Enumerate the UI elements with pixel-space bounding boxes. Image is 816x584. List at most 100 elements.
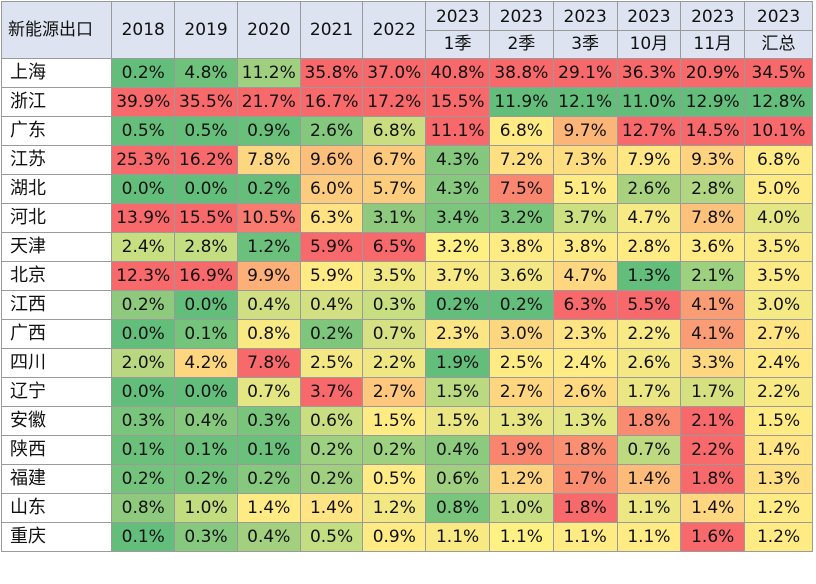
table-cell: 0.2%	[236, 174, 301, 204]
table-cell: 1.8%	[552, 493, 618, 523]
row-label-province: 广西	[0, 319, 113, 349]
table-cell: 1.8%	[616, 406, 682, 436]
table-cell: 3.7%	[552, 203, 618, 233]
table-cell: 11.1%	[425, 116, 490, 146]
table-cell: 15.5%	[174, 203, 238, 233]
table-cell: 1.3%	[616, 261, 682, 291]
table-cell: 0.9%	[236, 116, 301, 146]
table-cell: 39.9%	[111, 87, 176, 117]
table-cell: 0.8%	[236, 319, 301, 349]
table-cell: 1.9%	[425, 348, 490, 378]
table-row: 北京 12.3% 16.9% 9.9% 5.9% 3.5% 3.7% 3.6% 4.7% 1.3%…	[0, 261, 813, 291]
table-cell: 9.3%	[680, 145, 746, 175]
table-cell: 1.2%	[362, 493, 427, 523]
table-cell: 1.1%	[616, 493, 682, 523]
table-cell: 16.2%	[174, 145, 238, 175]
table-cell: 14.5%	[680, 116, 746, 146]
table-cell: 4.3%	[425, 174, 490, 204]
table-cell: 4.1%	[680, 290, 746, 320]
table-cell: 35.5%	[174, 87, 238, 117]
table-cell: 36.3%	[616, 58, 682, 88]
table-cell: 1.5%	[425, 377, 490, 407]
table-cell: 2.6%	[616, 348, 682, 378]
table-row: 广东 0.5% 0.5% 0.9% 2.6% 6.8% 11.1% 6.8% 9.7% 12.7%…	[0, 116, 813, 146]
export-share-heatmap-table: 新能源出口 2018 2019 2020 2021 2022 2023 1季 2…	[0, 1, 813, 552]
row-label-province: 江西	[0, 290, 113, 320]
col-header-2023-q2: 2023 2季	[488, 1, 554, 59]
col-header-year: 2023	[563, 6, 607, 27]
col-header-period: 汇总	[745, 29, 812, 54]
table-cell: 11.9%	[488, 87, 554, 117]
table-cell: 2.7%	[362, 377, 427, 407]
table-cell: 1.2%	[236, 232, 301, 262]
col-header-2023-total: 2023 汇总	[744, 1, 813, 59]
corner-header: 新能源出口	[0, 1, 113, 59]
table-cell: 1.7%	[616, 377, 682, 407]
table-cell: 2.7%	[488, 377, 554, 407]
table-cell: 1.1%	[552, 522, 618, 552]
table-cell: 5.1%	[552, 174, 618, 204]
table-body: 上海 0.2% 4.8% 11.2% 35.8% 37.0% 40.8% 38.8% 29.1%…	[0, 58, 813, 552]
row-label-province: 福建	[0, 464, 113, 494]
table-cell: 2.1%	[680, 406, 746, 436]
table-cell: 12.8%	[744, 87, 813, 117]
table-cell: 1.6%	[680, 522, 746, 552]
row-label-province: 湖北	[0, 174, 113, 204]
table-cell: 7.8%	[236, 348, 301, 378]
table-cell: 0.8%	[425, 493, 490, 523]
table-cell: 2.3%	[552, 319, 618, 349]
table-cell: 6.3%	[299, 203, 364, 233]
table-cell: 3.7%	[299, 377, 364, 407]
col-header-period: 11月	[681, 29, 744, 54]
table-cell: 3.5%	[744, 232, 813, 262]
table-cell: 1.9%	[488, 435, 554, 465]
table-cell: 6.8%	[744, 145, 813, 175]
table-cell: 3.3%	[680, 348, 746, 378]
row-label-province: 北京	[0, 261, 113, 291]
table-cell: 15.5%	[425, 87, 490, 117]
table-cell: 1.3%	[552, 406, 618, 436]
table-cell: 2.5%	[488, 348, 554, 378]
table-cell: 0.1%	[111, 522, 176, 552]
table-cell: 1.4%	[299, 493, 364, 523]
table-cell: 1.0%	[174, 493, 238, 523]
table-row: 浙江 39.9% 35.5% 21.7% 16.7% 17.2% 15.5% 11.9% 12.…	[0, 87, 813, 117]
table-cell: 0.0%	[174, 377, 238, 407]
table-cell: 0.0%	[174, 174, 238, 204]
table-cell: 0.0%	[111, 319, 176, 349]
table-cell: 6.7%	[362, 145, 427, 175]
table-cell: 0.2%	[299, 464, 364, 494]
table-cell: 4.8%	[174, 58, 238, 88]
table-cell: 20.9%	[680, 58, 746, 88]
table-cell: 1.1%	[425, 522, 490, 552]
table-cell: 1.7%	[552, 464, 618, 494]
table-cell: 0.4%	[174, 406, 238, 436]
col-header-period: 2季	[490, 29, 553, 54]
table-row: 重庆 0.1% 0.3% 0.4% 0.5% 0.9% 1.1% 1.1% 1.1% 1.1% 1.…	[0, 522, 813, 552]
table-cell: 0.2%	[299, 319, 364, 349]
table-cell: 9.9%	[236, 261, 301, 291]
table-cell: 0.2%	[111, 290, 176, 320]
col-header-2023-q1: 2023 1季	[425, 1, 490, 59]
table-cell: 6.0%	[299, 174, 364, 204]
col-header-2020: 2020	[236, 1, 301, 59]
table-cell: 0.4%	[236, 522, 301, 552]
table-cell: 11.0%	[616, 87, 682, 117]
table-row: 河北 13.9% 15.5% 10.5% 6.3% 3.1% 3.4% 3.2% 3.7% 4.7…	[0, 203, 813, 233]
table-cell: 1.3%	[744, 464, 813, 494]
col-header-year: 2021	[309, 20, 354, 40]
table-cell: 3.4%	[425, 203, 490, 233]
table-cell: 5.9%	[299, 261, 364, 291]
row-label-province: 四川	[0, 348, 113, 378]
table-row: 安徽 0.3% 0.4% 0.3% 0.6% 1.5% 1.5% 1.3% 1.3% 1.8% 2.…	[0, 406, 813, 436]
table-cell: 7.5%	[488, 174, 554, 204]
table-cell: 0.3%	[236, 406, 301, 436]
row-label-province: 江苏	[0, 145, 113, 175]
table-row: 上海 0.2% 4.8% 11.2% 35.8% 37.0% 40.8% 38.8% 29.1%…	[0, 58, 813, 88]
table-cell: 6.8%	[488, 116, 554, 146]
table-cell: 3.2%	[425, 232, 490, 262]
table-cell: 2.1%	[680, 261, 746, 291]
table-cell: 2.4%	[744, 348, 813, 378]
table-cell: 1.5%	[362, 406, 427, 436]
table-cell: 0.2%	[111, 58, 176, 88]
